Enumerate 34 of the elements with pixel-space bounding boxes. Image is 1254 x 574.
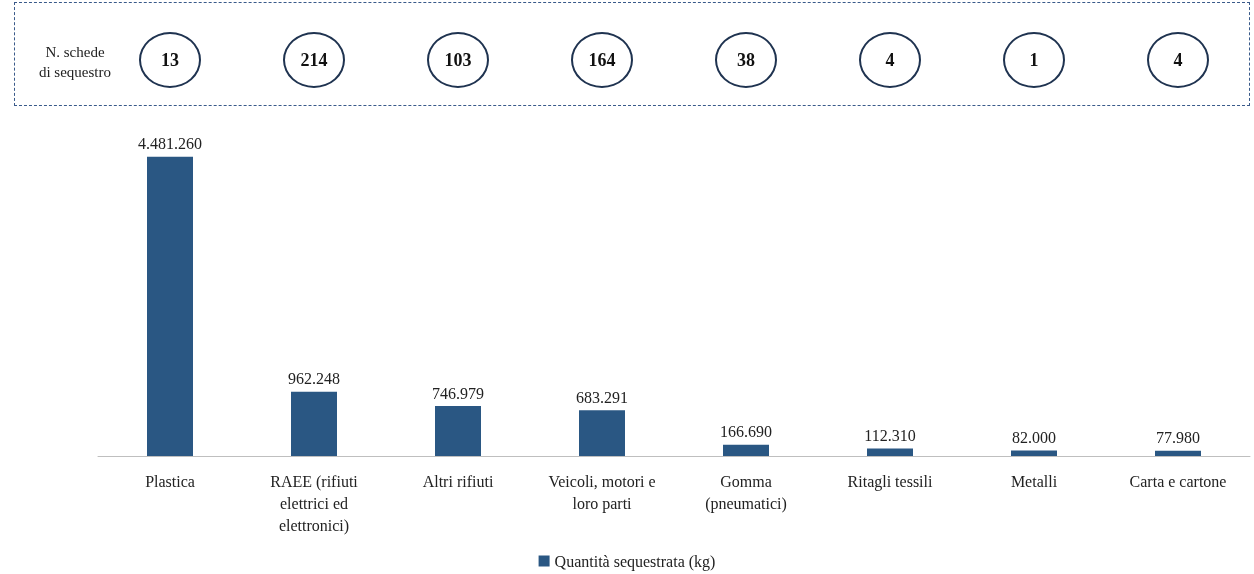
x-tick-label: Ritagli tessili — [847, 472, 933, 491]
data-label: 683.291 — [576, 388, 628, 406]
text: 214 — [283, 32, 345, 88]
text: 103 — [427, 32, 489, 88]
text: 164 — [571, 32, 633, 88]
data-label: 746.979 — [432, 384, 484, 402]
bar — [147, 156, 193, 456]
bar — [291, 391, 337, 456]
bar — [1011, 450, 1057, 456]
data-label: 166.690 — [720, 423, 772, 441]
x-tick-label: Metalli — [1010, 472, 1058, 490]
bar — [867, 448, 913, 456]
x-tick-label: Carta e cartone — [1129, 472, 1227, 490]
data-label: 77.980 — [1156, 429, 1200, 447]
text: 13 — [139, 32, 201, 88]
x-tick-label: Gomma (pneumatici) — [705, 472, 787, 513]
bar — [723, 444, 769, 456]
bar — [1155, 450, 1201, 456]
x-tick-label: Veicoli, motori e loro parti — [548, 472, 656, 513]
x-tick-label: Altri rifiuti — [422, 472, 494, 490]
text: 1 — [1003, 32, 1065, 88]
data-label: 112.310 — [864, 427, 916, 444]
x-tick-label: RAEE (rifiuti elettrici ed elettronici) — [270, 472, 359, 535]
data-label: 82.000 — [1012, 429, 1056, 447]
text: 4 — [1147, 32, 1209, 88]
text: N. schede di sequestro — [37, 43, 113, 82]
legend-label: Quantità sequestrata (kg) — [554, 552, 716, 571]
data-label: 4.481.260 — [138, 135, 202, 153]
x-tick-label: Plastica — [145, 472, 195, 490]
text: 4 — [859, 32, 921, 88]
text: 38 — [715, 32, 777, 88]
bar — [579, 410, 625, 456]
bar — [435, 406, 481, 456]
data-label: 962.248 — [288, 370, 340, 388]
